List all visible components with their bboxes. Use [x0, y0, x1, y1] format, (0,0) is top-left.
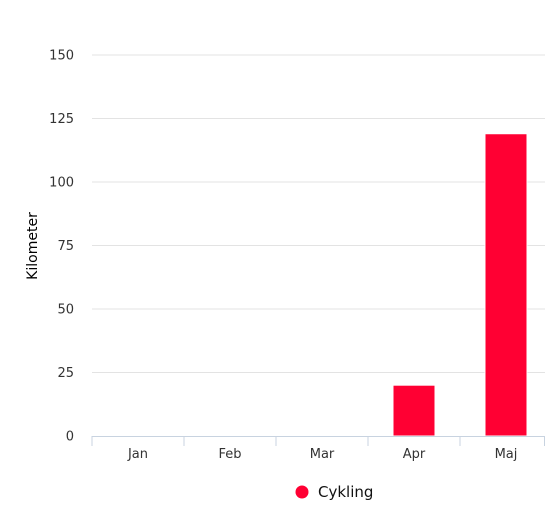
x-tick-label: Jan [127, 447, 148, 462]
legend-marker [295, 485, 309, 499]
x-tick-label: Feb [218, 447, 241, 462]
x-tick-label: Apr [403, 447, 426, 462]
x-tick-label: Mar [310, 447, 335, 462]
y-tick-label: 100 [49, 176, 74, 191]
y-tick-label: 25 [57, 366, 74, 381]
legend[interactable]: Cykling [295, 483, 374, 501]
x-axis: Jan Feb Mar Apr Maj [91, 436, 545, 462]
y-tick-label: 125 [49, 112, 74, 127]
y-tick-label: 0 [66, 430, 74, 445]
bar-maj[interactable] [484, 133, 528, 437]
y-tick-label: 50 [57, 303, 74, 318]
y-axis-ticks: 0 25 50 75 100 125 150 [49, 49, 74, 445]
x-tick-label: Maj [495, 447, 518, 462]
y-tick-label: 150 [49, 49, 74, 64]
gridlines [92, 54, 545, 373]
legend-label: Cykling [318, 483, 373, 501]
bars[interactable] [392, 133, 528, 437]
y-axis-title: Kilometer [25, 212, 41, 280]
y-tick-label: 75 [57, 239, 74, 254]
bar-apr[interactable] [392, 384, 436, 437]
